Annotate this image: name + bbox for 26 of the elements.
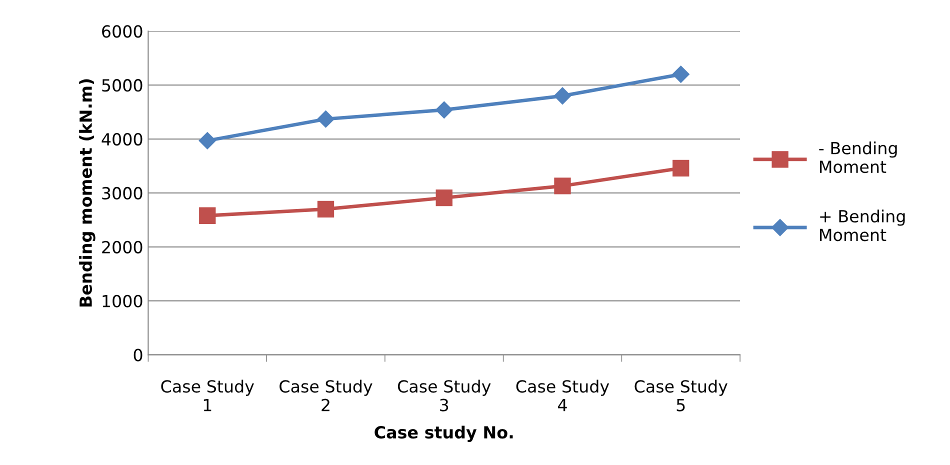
y-tick-label: 6000: [102, 25, 142, 38]
y-tick-label: 4000: [102, 132, 142, 146]
y-tick-label: 2000: [102, 240, 142, 254]
point: [317, 200, 334, 218]
x-tick-label: Case Study 1: [161, 380, 254, 412]
x-tick-label: Case Study 2: [280, 380, 372, 412]
point: [317, 110, 334, 128]
legend-label: + Bending Moment: [820, 210, 905, 242]
point: [436, 189, 452, 206]
point: [198, 132, 216, 150]
point: [554, 178, 571, 194]
point: [554, 87, 572, 104]
point: [672, 66, 690, 83]
y-tick-label: 3000: [102, 186, 142, 200]
y-axis-title: Bending moment (kN.m): [79, 79, 96, 307]
point: [672, 160, 690, 176]
y-tick-label: 5000: [102, 79, 142, 92]
x-tick-label: Case Study 3: [398, 380, 491, 412]
y-tick-label: 1000: [102, 294, 142, 308]
legend-label: - Bending Moment: [819, 142, 897, 174]
x-tick-label: Case Study 5: [634, 380, 728, 412]
point: [436, 101, 453, 118]
x-tick-label: Case Study 4: [516, 380, 610, 412]
point: [199, 207, 216, 224]
y-tick-label: 0: [134, 348, 142, 362]
x-axis-title: Case study No.: [374, 426, 513, 442]
